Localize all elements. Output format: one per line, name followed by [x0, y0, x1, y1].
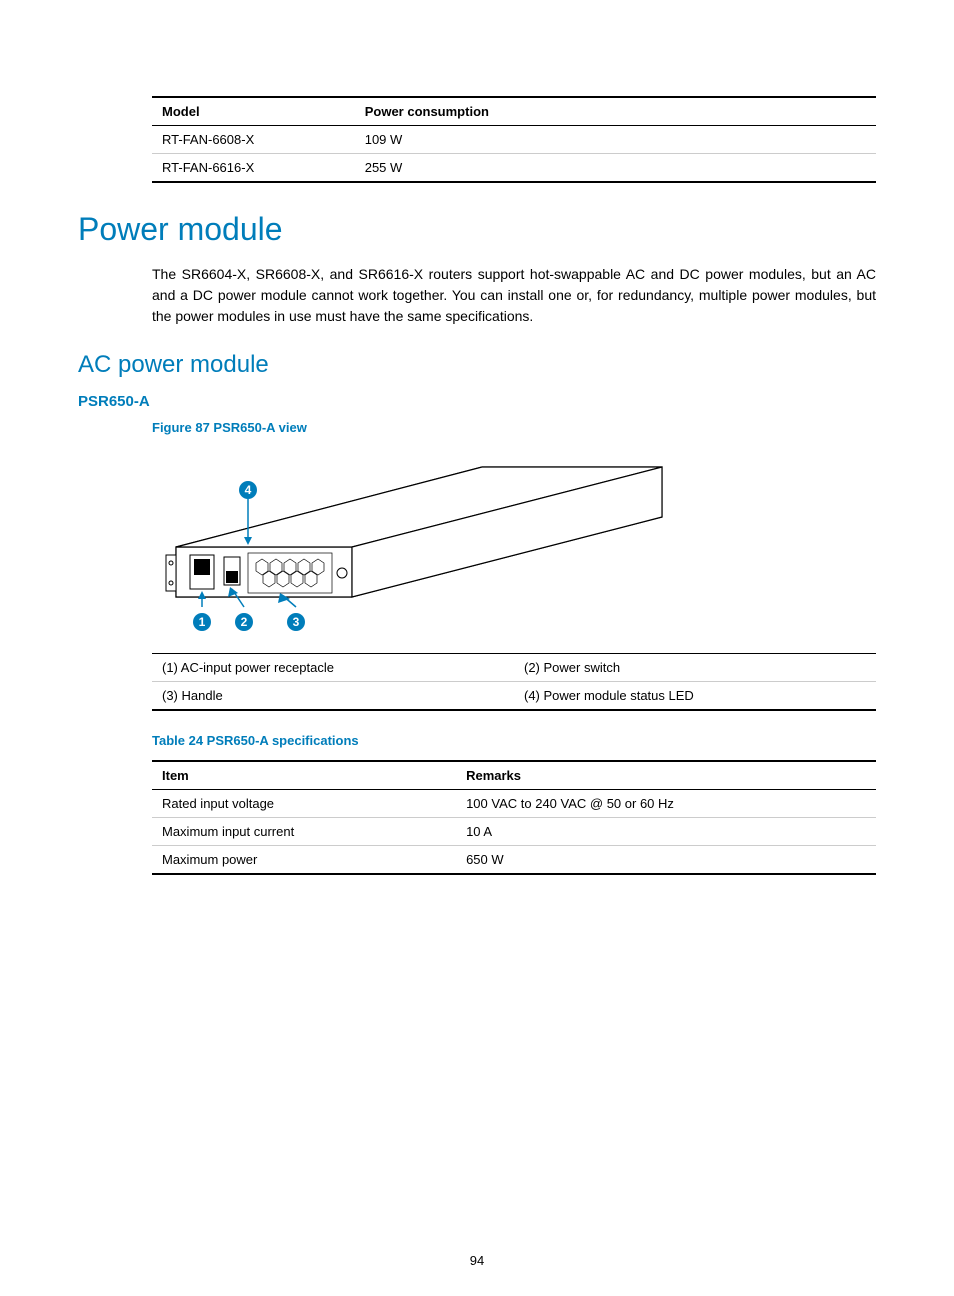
section-heading: Power module — [78, 211, 876, 248]
table-cell: 100 VAC to 240 VAC @ 50 or 60 Hz — [456, 790, 876, 818]
callout-2: 2 — [235, 613, 253, 631]
table-cell: 109 W — [355, 126, 876, 154]
table-header: Power consumption — [355, 98, 876, 126]
power-consumption-table: Model Power consumption RT-FAN-6608-X 10… — [152, 96, 876, 183]
module-diagram — [152, 447, 672, 643]
table-cell: Rated input voltage — [152, 790, 456, 818]
page-number: 94 — [0, 1253, 954, 1268]
table-header: Item — [152, 762, 456, 790]
table-cell: 650 W — [456, 846, 876, 875]
table-cell: 255 W — [355, 154, 876, 183]
legend-cell: (4) Power module status LED — [514, 682, 876, 711]
callout-1: 1 — [193, 613, 211, 631]
table-cell: RT-FAN-6608-X — [152, 126, 355, 154]
legend-cell: (2) Power switch — [514, 654, 876, 682]
table-header: Remarks — [456, 762, 876, 790]
table-caption: Table 24 PSR650-A specifications — [152, 733, 876, 748]
legend-cell: (1) AC-input power receptacle — [152, 654, 514, 682]
psr650a-figure: 1 2 3 4 — [152, 447, 672, 643]
legend-cell: (3) Handle — [152, 682, 514, 711]
document-page: Model Power consumption RT-FAN-6608-X 10… — [0, 0, 954, 923]
callout-4: 4 — [239, 481, 257, 499]
table-cell: 10 A — [456, 818, 876, 846]
body-paragraph: The SR6604-X, SR6608-X, and SR6616-X rou… — [152, 264, 876, 327]
figure-legend-table: (1) AC-input power receptacle (2) Power … — [152, 653, 876, 711]
model-heading: PSR650-A — [78, 393, 876, 410]
table-cell: Maximum power — [152, 846, 456, 875]
subsection-heading: AC power module — [78, 351, 876, 379]
table-header: Model — [152, 98, 355, 126]
table-cell: Maximum input current — [152, 818, 456, 846]
spec-table: Item Remarks Rated input voltage 100 VAC… — [152, 760, 876, 875]
callout-3: 3 — [287, 613, 305, 631]
figure-caption: Figure 87 PSR650-A view — [152, 420, 876, 435]
table-cell: RT-FAN-6616-X — [152, 154, 355, 183]
